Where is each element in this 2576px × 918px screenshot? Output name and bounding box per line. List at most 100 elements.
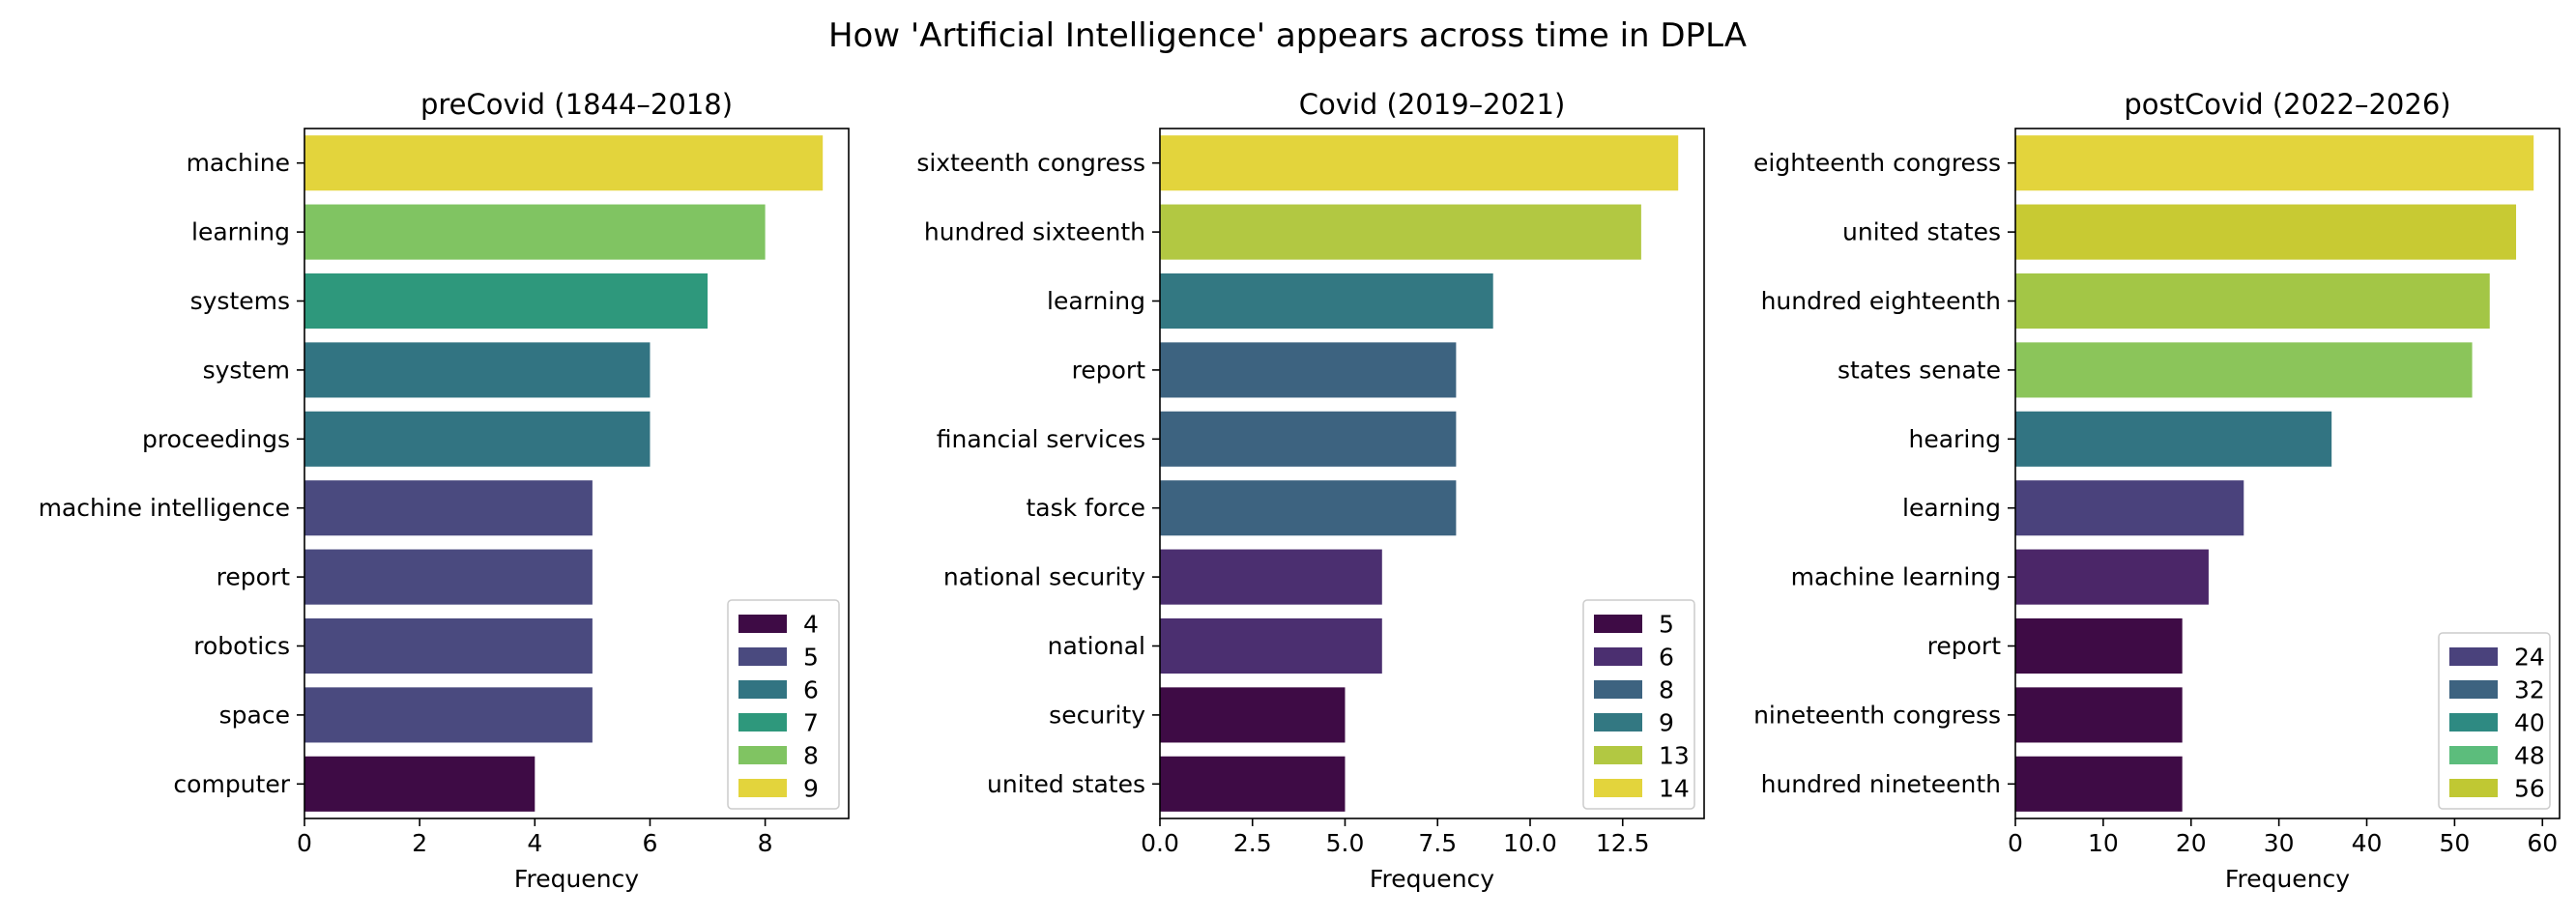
bar-report: [304, 549, 593, 605]
bar-sixteenth-congress: [1160, 135, 1679, 191]
x-tick-label: 10: [2088, 829, 2119, 857]
figure-suptitle: How 'Artificial Intelligence' appears ac…: [828, 16, 1747, 55]
legend-swatch: [738, 647, 787, 666]
category-label: hearing: [1909, 425, 2001, 453]
legend-swatch: [738, 713, 787, 732]
legend-swatch: [1594, 746, 1642, 764]
legend: 4 5 6 7 8 9: [727, 599, 840, 810]
chart-title: Covid (2019–2021): [1299, 88, 1566, 121]
category-label: eighteenth congress: [1753, 149, 2001, 177]
axes-frame: [2014, 128, 2561, 819]
legend-swatch: [2449, 647, 2498, 666]
chart-panels: preCovid (1844–2018) machine learning syste…: [39, 88, 2561, 893]
bar-hundred-eighteenth: [2015, 273, 2490, 330]
category-label: systems: [190, 287, 290, 315]
legend-swatch: [738, 746, 787, 764]
x-tick-label: 6: [643, 829, 658, 857]
x-tick-label: 60: [2527, 829, 2558, 857]
bar-security: [1160, 687, 1346, 743]
x-axis-label: Frequency: [514, 865, 639, 893]
x-tick-label: 10.0: [1503, 829, 1557, 857]
bar-nineteenth-congress: [2015, 687, 2183, 743]
legend-label: 9: [803, 775, 819, 803]
x-tick-label: 2.5: [1233, 829, 1272, 857]
legend-label: 4: [803, 611, 819, 639]
x-tick-label: 8: [758, 829, 773, 857]
bar-machine-learning: [2015, 549, 2209, 605]
bar-system: [304, 342, 651, 398]
bar-space: [304, 687, 593, 743]
legend-label: 5: [803, 644, 819, 672]
x-tick-label: 30: [2264, 829, 2295, 857]
category-label: sixteenth congress: [916, 149, 1145, 177]
category-label: system: [203, 356, 290, 384]
x-tick-label: 20: [2176, 829, 2207, 857]
legend-label: 24: [2514, 644, 2545, 672]
category-label: nineteenth congress: [1753, 701, 2001, 729]
bar-hundred-sixteenth: [1160, 204, 1641, 260]
bar-robotics: [304, 617, 593, 674]
category-label: robotics: [193, 632, 290, 660]
bar-united-states: [2015, 204, 2517, 260]
x-tick-label: 7.5: [1418, 829, 1457, 857]
bar-systems: [304, 273, 709, 330]
bar-financial-services: [1160, 411, 1457, 467]
bar-national-security: [1160, 549, 1382, 605]
legend-label: 56: [2514, 775, 2545, 803]
x-tick-label: 2: [412, 829, 427, 857]
category-label: financial services: [937, 425, 1145, 453]
category-label: report: [1072, 356, 1146, 384]
legend-label: 6: [803, 676, 819, 704]
x-tick-label: 0: [2008, 829, 2023, 857]
bar-hearing: [2015, 411, 2332, 467]
category-label: report: [1927, 632, 2002, 660]
category-label: states senate: [1838, 356, 2001, 384]
legend-label: 9: [1659, 709, 1674, 737]
x-tick-label: 40: [2352, 829, 2383, 857]
chart-panel-2: Covid (2019–2021) sixteenth congress hundr…: [916, 88, 1705, 893]
bar-task-force: [1160, 480, 1457, 536]
bar-report: [1160, 342, 1457, 398]
category-label: computer: [173, 770, 290, 798]
legend-label: 6: [1659, 644, 1674, 672]
legend-swatch: [738, 779, 787, 797]
bar-united-states: [1160, 756, 1346, 812]
legend-label: 40: [2514, 709, 2545, 737]
bar-report: [2015, 617, 2183, 674]
axes-frame: [304, 128, 850, 819]
legend-label: 7: [803, 709, 819, 737]
category-label: national security: [943, 563, 1145, 591]
x-tick-label: 0.0: [1141, 829, 1179, 857]
bar-computer: [304, 756, 535, 812]
category-label: learning: [1047, 287, 1145, 315]
category-label: united states: [1842, 218, 2001, 246]
category-label: united states: [987, 770, 1145, 798]
legend-swatch: [738, 680, 787, 699]
x-tick-label: 0: [297, 829, 312, 857]
legend-label: 5: [1659, 611, 1674, 639]
legend-label: 8: [803, 742, 819, 770]
bar-national: [1160, 617, 1382, 674]
category-label: machine: [187, 149, 290, 177]
x-axis-label: Frequency: [2225, 865, 2350, 893]
bar-states-senate: [2015, 342, 2473, 398]
legend-swatch: [2449, 680, 2498, 699]
bar-learning: [2015, 480, 2244, 536]
x-tick-label: 4: [527, 829, 542, 857]
bar-hundred-nineteenth: [2015, 756, 2183, 812]
bar-machine-intelligence: [304, 480, 593, 536]
bar-eighteenth-congress: [2015, 135, 2534, 191]
category-label: proceedings: [142, 425, 290, 453]
category-label: security: [1049, 701, 1145, 729]
legend-label: 48: [2514, 742, 2545, 770]
category-label: national: [1048, 632, 1145, 660]
category-label: learning: [1902, 494, 2001, 522]
bar-machine: [304, 135, 824, 191]
x-tick-label: 5.0: [1326, 829, 1365, 857]
x-axis-label: Frequency: [1370, 865, 1494, 893]
bar-learning: [304, 204, 766, 260]
chart-title: preCovid (1844–2018): [420, 88, 733, 121]
legend-label: 14: [1659, 775, 1690, 803]
legend-swatch: [2449, 779, 2498, 797]
legend-label: 13: [1659, 742, 1690, 770]
